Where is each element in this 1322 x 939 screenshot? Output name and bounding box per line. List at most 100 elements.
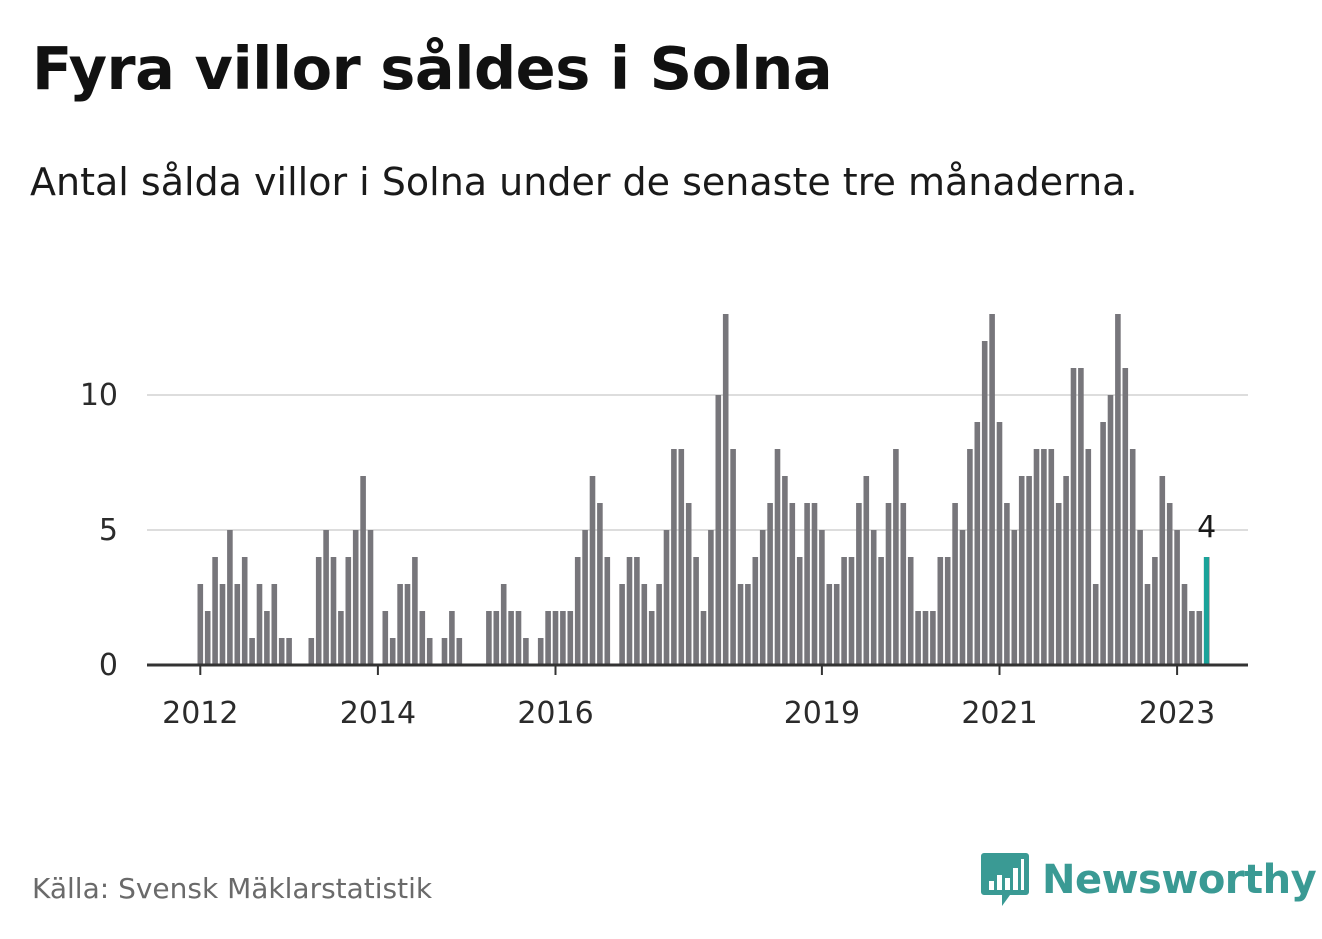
bar xyxy=(338,611,344,665)
bar xyxy=(389,638,396,665)
bar xyxy=(197,584,204,665)
bar xyxy=(426,638,433,665)
bar xyxy=(493,611,500,665)
bar xyxy=(878,557,884,665)
bar xyxy=(1174,530,1180,665)
bar xyxy=(500,584,507,665)
bar xyxy=(885,503,892,665)
bar xyxy=(449,611,455,665)
bar xyxy=(626,557,633,665)
bar xyxy=(907,557,914,665)
bar xyxy=(937,557,944,665)
bar xyxy=(1107,395,1114,665)
bar xyxy=(1189,611,1195,665)
bar xyxy=(256,584,263,665)
bar xyxy=(730,449,736,665)
bar xyxy=(678,449,685,665)
bar xyxy=(1159,476,1166,665)
bar xyxy=(974,422,981,665)
bar xyxy=(1078,368,1084,665)
bar xyxy=(893,449,899,665)
x-tick-label-2019: 2019 xyxy=(784,696,860,731)
brand-name: Newsworthy xyxy=(1042,857,1317,903)
bar xyxy=(722,314,729,665)
bar xyxy=(663,530,670,665)
bar xyxy=(1011,530,1018,665)
highlight-bar xyxy=(1203,557,1209,665)
bar xyxy=(1137,530,1143,665)
bar xyxy=(523,638,529,665)
bar xyxy=(804,503,810,665)
y-tick-label-0: 0 xyxy=(99,648,118,683)
bar xyxy=(737,584,744,665)
bar xyxy=(671,449,677,665)
bar xyxy=(952,503,958,665)
bar xyxy=(589,476,596,665)
bar xyxy=(922,611,929,665)
bar xyxy=(782,476,788,665)
bar xyxy=(552,611,559,665)
bar xyxy=(537,638,544,665)
bar xyxy=(308,638,315,665)
bar xyxy=(234,584,241,665)
bar xyxy=(1070,368,1077,665)
bar xyxy=(930,611,936,665)
bar xyxy=(752,557,759,665)
bar xyxy=(412,557,418,665)
bar xyxy=(1048,449,1055,665)
bar xyxy=(1041,449,1047,665)
bar xyxy=(826,584,833,665)
bar xyxy=(619,584,625,665)
bar xyxy=(419,611,426,665)
bar xyxy=(286,638,292,665)
bar xyxy=(685,503,692,665)
bar xyxy=(582,530,588,665)
chart-title: Fyra villor såldes i Solna xyxy=(32,34,833,103)
bar xyxy=(560,611,566,665)
bar xyxy=(708,530,714,665)
bar xyxy=(648,611,655,665)
bar xyxy=(1144,584,1151,665)
bar xyxy=(545,611,551,665)
bar xyxy=(330,557,337,665)
bar xyxy=(1115,314,1121,665)
bar xyxy=(700,611,707,665)
bar xyxy=(574,557,581,665)
bar xyxy=(1181,584,1188,665)
bar xyxy=(811,503,818,665)
bar xyxy=(404,584,411,665)
bar xyxy=(863,476,870,665)
bar xyxy=(397,584,403,665)
source-note: Källa: Svensk Mäklarstatistik xyxy=(32,872,433,905)
bar xyxy=(656,584,662,665)
bar xyxy=(796,557,803,665)
bar xyxy=(759,530,766,665)
bar xyxy=(1196,611,1203,665)
bar xyxy=(204,611,211,665)
bar xyxy=(774,449,781,665)
x-tick-label-2023: 2023 xyxy=(1139,696,1215,731)
bar xyxy=(745,584,751,665)
bar xyxy=(767,503,773,665)
bar xyxy=(634,557,640,665)
bar xyxy=(567,611,574,665)
brand-logo: Newsworthy xyxy=(980,850,1317,910)
bar xyxy=(1092,584,1099,665)
bar xyxy=(345,557,352,665)
bar xyxy=(212,557,218,665)
bar xyxy=(848,557,855,665)
bar xyxy=(597,503,603,665)
bar xyxy=(323,530,329,665)
bar xyxy=(693,557,699,665)
bar xyxy=(1152,557,1158,665)
bar xyxy=(382,611,389,665)
bar xyxy=(515,611,522,665)
bar xyxy=(981,341,988,665)
bar xyxy=(249,638,255,665)
bar xyxy=(915,611,921,665)
x-tick-label-2016: 2016 xyxy=(517,696,593,731)
bar xyxy=(789,503,796,665)
bar xyxy=(367,530,374,665)
bar xyxy=(315,557,322,665)
